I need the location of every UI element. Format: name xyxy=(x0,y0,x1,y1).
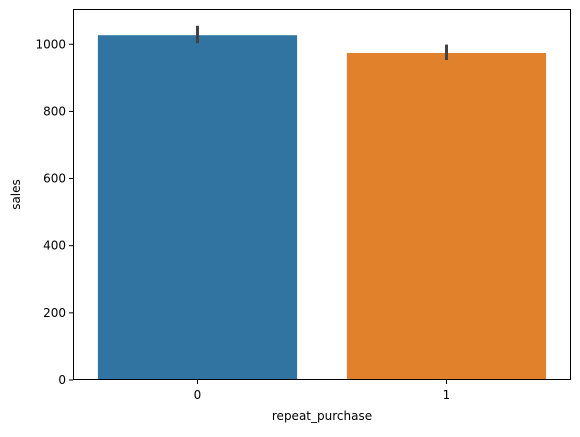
y-tick-label-0: 0 xyxy=(58,373,66,387)
y-axis-label: sales xyxy=(9,179,23,210)
bar-0 xyxy=(97,35,298,381)
x-axis-label: repeat_purchase xyxy=(272,409,372,423)
bar-1 xyxy=(346,52,547,380)
axes-frame xyxy=(73,9,571,380)
y-tick-label-200: 200 xyxy=(43,306,66,320)
y-tick-label-400: 400 xyxy=(43,239,66,253)
bars-group xyxy=(97,35,547,381)
x-tick-label-1: 1 xyxy=(443,388,451,402)
y-tick-label-1000: 1000 xyxy=(35,37,66,51)
x-tick-label-0: 0 xyxy=(194,388,202,402)
y-tick-label-800: 800 xyxy=(43,104,66,118)
error-bars-group xyxy=(196,25,448,61)
y-tick-label-600: 600 xyxy=(43,172,66,186)
y-axis: 0 200 400 600 800 1000 xyxy=(35,37,73,387)
